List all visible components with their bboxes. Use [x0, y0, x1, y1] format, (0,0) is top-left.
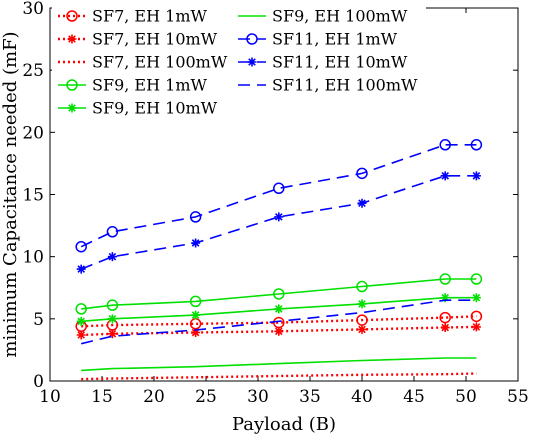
- data-point: [191, 238, 201, 248]
- data-point: [273, 288, 285, 300]
- x-tick-label: 25: [195, 387, 217, 407]
- legend-label: SF9, EH 100mW: [272, 7, 408, 26]
- y-tick-label: 30: [22, 0, 44, 19]
- legend-item: SF9, EH 100mW: [238, 7, 408, 26]
- legend-label: SF11, EH 1mW: [272, 30, 398, 49]
- series-2: [76, 322, 481, 340]
- y-tick-label: 5: [33, 310, 44, 330]
- series-3: [81, 372, 477, 381]
- y-tick-label: 10: [22, 248, 44, 268]
- data-point: [357, 324, 367, 334]
- x-tick-label: 40: [351, 387, 373, 407]
- legend-marker: [66, 10, 78, 22]
- legend-item: SF7, EH 1mW: [58, 7, 207, 26]
- legend-marker: [66, 79, 78, 91]
- data-point: [274, 326, 284, 336]
- data-point: [76, 330, 86, 340]
- data-point: [440, 293, 450, 303]
- legend-marker: [247, 57, 257, 67]
- legend-label: SF7, EH 10mW: [92, 30, 218, 49]
- legend-label: SF9, EH 1mW: [92, 76, 207, 95]
- y-tick-label: 15: [22, 186, 44, 206]
- data-point: [191, 310, 201, 320]
- legend-label: SF7, EH 100mW: [92, 53, 228, 72]
- legend-marker: [246, 33, 258, 45]
- data-point: [107, 314, 117, 324]
- x-tick-label: 50: [455, 387, 477, 407]
- legend-item: SF11, EH 1mW: [238, 30, 398, 49]
- data-point: [106, 226, 119, 238]
- x-tick-label: 45: [403, 387, 425, 407]
- x-tick-label: 10: [39, 387, 61, 407]
- y-tick-label: 0: [33, 372, 44, 392]
- data-point: [189, 211, 202, 223]
- series-6: [81, 357, 477, 372]
- data-point: [106, 299, 119, 311]
- series-7: [75, 139, 483, 253]
- legend-item: SF7, EH 100mW: [58, 53, 228, 72]
- data-point: [470, 310, 483, 323]
- data-point: [471, 171, 481, 181]
- legend-label: SF11, EH 10mW: [272, 53, 408, 72]
- data-point: [471, 322, 481, 332]
- legend-item: SF11, EH 100mW: [238, 76, 418, 95]
- series-5: [76, 293, 481, 326]
- data-point: [75, 303, 87, 315]
- x-axis-label: Payload (B): [232, 414, 336, 435]
- data-point: [357, 198, 367, 208]
- legend-label: SF11, EH 100mW: [272, 76, 418, 95]
- series-8: [76, 171, 481, 274]
- data-point: [273, 182, 285, 195]
- legend-label: SF7, EH 1mW: [92, 7, 207, 26]
- data-point: [470, 273, 483, 285]
- data-point: [76, 264, 86, 274]
- data-point: [470, 139, 483, 151]
- data-point: [189, 295, 202, 308]
- legend-item: SF11, EH 10mW: [238, 53, 408, 72]
- series-line: [81, 299, 477, 345]
- legend-item: SF9, EH 1mW: [58, 76, 207, 95]
- data-point: [439, 139, 451, 151]
- y-tick-label: 20: [22, 123, 44, 143]
- data-point: [191, 328, 201, 338]
- data-point: [439, 311, 451, 324]
- legend-label: SF9, EH 10mW: [92, 99, 218, 118]
- series-line: [81, 278, 477, 310]
- data-point: [357, 299, 367, 309]
- series-line: [80, 175, 477, 270]
- legend: SF7, EH 1mW SF7, EH 10mW SF7, EH 100mW SF9,…: [52, 2, 426, 119]
- series-line: [81, 372, 477, 381]
- data-point: [356, 167, 368, 180]
- data-point: [440, 171, 450, 181]
- legend-marker: [67, 34, 77, 44]
- series-4: [75, 273, 483, 315]
- data-point: [76, 316, 86, 326]
- data-point: [274, 304, 284, 314]
- x-tick-label: 30: [247, 387, 269, 407]
- data-point: [439, 273, 451, 285]
- legend-item: SF7, EH 10mW: [58, 30, 218, 49]
- legend-item: SF9, EH 10mW: [58, 99, 218, 118]
- x-tick-label: 20: [143, 387, 165, 407]
- y-tick-label: 25: [22, 61, 44, 81]
- data-point: [356, 280, 368, 293]
- data-point: [107, 329, 117, 339]
- data-point: [274, 212, 284, 222]
- x-tick-label: 55: [507, 387, 529, 407]
- series-line: [80, 144, 477, 248]
- legend-box: [52, 2, 426, 119]
- data-point: [107, 252, 117, 262]
- legend-marker: [67, 103, 77, 113]
- series-line: [81, 315, 477, 328]
- x-tick-label: 15: [91, 387, 113, 407]
- data-point: [75, 240, 87, 253]
- data-point: [440, 323, 450, 333]
- series-line: [81, 357, 477, 372]
- x-tick-label: 35: [299, 387, 321, 407]
- data-point: [471, 293, 481, 303]
- series-9: [81, 299, 477, 345]
- y-axis-label: minimum Capacitance needed (mF): [0, 31, 21, 357]
